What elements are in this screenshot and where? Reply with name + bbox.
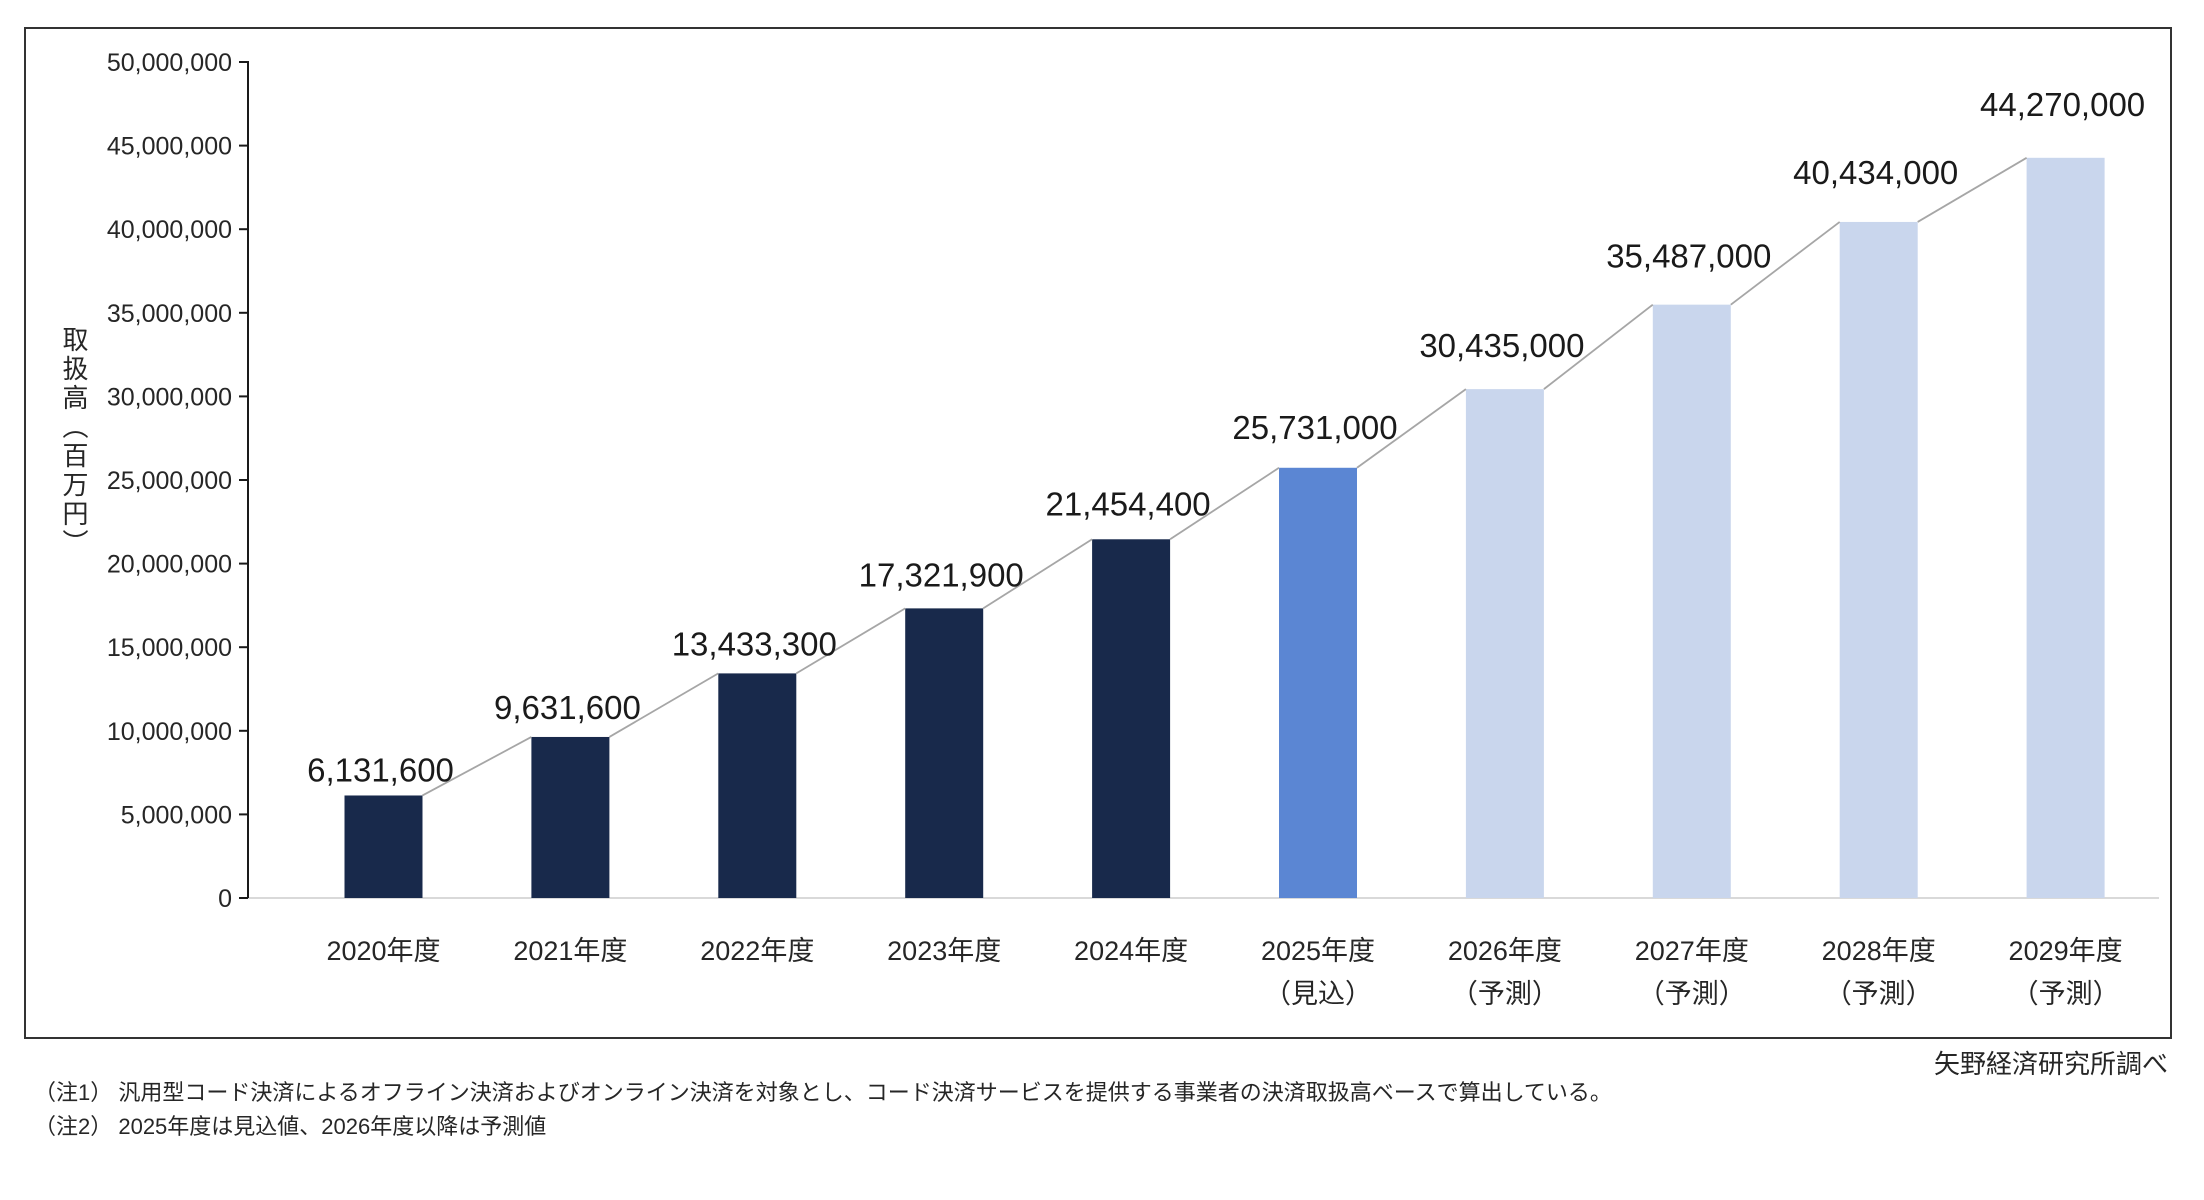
y-tick-label: 25,000,000 [107,467,232,495]
x-tick-label: 2027年度 [1635,936,1749,966]
data-label-2023: 17,321,900 [859,556,1024,593]
bar-2020 [344,795,423,898]
y-tick-label: 35,000,000 [107,300,232,328]
data-label-2021: 9,631,600 [494,689,641,726]
y-tick-label: 5,000,000 [121,801,232,829]
note-2: （注2） 2025年度は見込値、2026年度以降は予測値 [34,1114,547,1139]
x-tick-label: 2029年度 [2009,936,2123,966]
bar-2026 [1465,389,1544,898]
bar-2021 [531,736,610,898]
y-tick-label: 30,000,000 [107,383,232,411]
data-label-2025: 25,731,000 [1232,409,1397,446]
bar-2025 [1279,467,1357,898]
data-label-2024: 21,454,400 [1046,485,1211,522]
x-tick-label: 2025年度 [1261,936,1375,966]
y-tick-label: 50,000,000 [107,49,232,77]
leader-line [1730,221,1841,306]
source-credit: 矢野経済研究所調べ [1933,1049,2168,1079]
x-tick-label: 2024年度 [1074,936,1188,966]
bar-2023 [905,608,984,898]
x-tick-label: 2028年度 [1822,936,1936,966]
data-label-2026: 30,435,000 [1419,327,1584,364]
leader-line [982,538,1093,610]
bar-2028 [1839,221,1918,898]
data-label-2028: 40,434,000 [1793,154,1958,191]
x-tick-label: 2022年度 [700,936,814,966]
y-tick-label: 10,000,000 [107,718,232,746]
y-tick-label: 20,000,000 [107,551,232,579]
leader-line [608,672,719,738]
bar-2024 [1092,539,1171,898]
x-tick-sublabel: （予測） [1451,979,1559,1009]
leader-line [1356,388,1467,469]
y-tick-label: 0 [218,885,232,913]
data-label-2022: 13,433,300 [672,625,837,662]
x-tick-label: 2023年度 [887,936,1001,966]
data-label-2020: 6,131,600 [307,751,454,788]
data-label-2027: 35,487,000 [1606,238,1771,275]
y-tick-label: 40,000,000 [107,216,232,244]
note-1: （注1） 汎用型コード決済によるオフライン決済およびオンライン決済を対象とし、コ… [34,1080,1612,1105]
x-tick-sublabel: （見込） [1264,979,1372,1009]
bar-2029 [2026,157,2105,898]
x-tick-label: 2021年度 [513,936,627,966]
y-tick-label: 15,000,000 [107,634,232,662]
leader-line [422,736,532,797]
leader-line [1543,303,1654,390]
x-tick-sublabel: （予測） [1638,979,1746,1009]
leader-line [1917,157,2028,223]
y-axis-title: 取扱高（百万円） [59,326,89,558]
x-tick-label: 2020年度 [326,936,440,966]
y-tick-label: 45,000,000 [107,133,232,161]
x-tick-label: 2026年度 [1448,936,1562,966]
bar-2022 [718,673,797,898]
data-label-2029: 44,270,000 [1980,86,2145,123]
x-tick-sublabel: （予測） [1825,979,1933,1009]
leader-line [1169,467,1280,541]
bar-2027 [1652,304,1731,898]
footnotes: （注1） 汎用型コード決済によるオフライン決済およびオンライン決済を対象とし、コ… [34,1076,1612,1144]
leader-line [795,607,906,675]
x-tick-sublabel: （予測） [2012,979,2120,1009]
